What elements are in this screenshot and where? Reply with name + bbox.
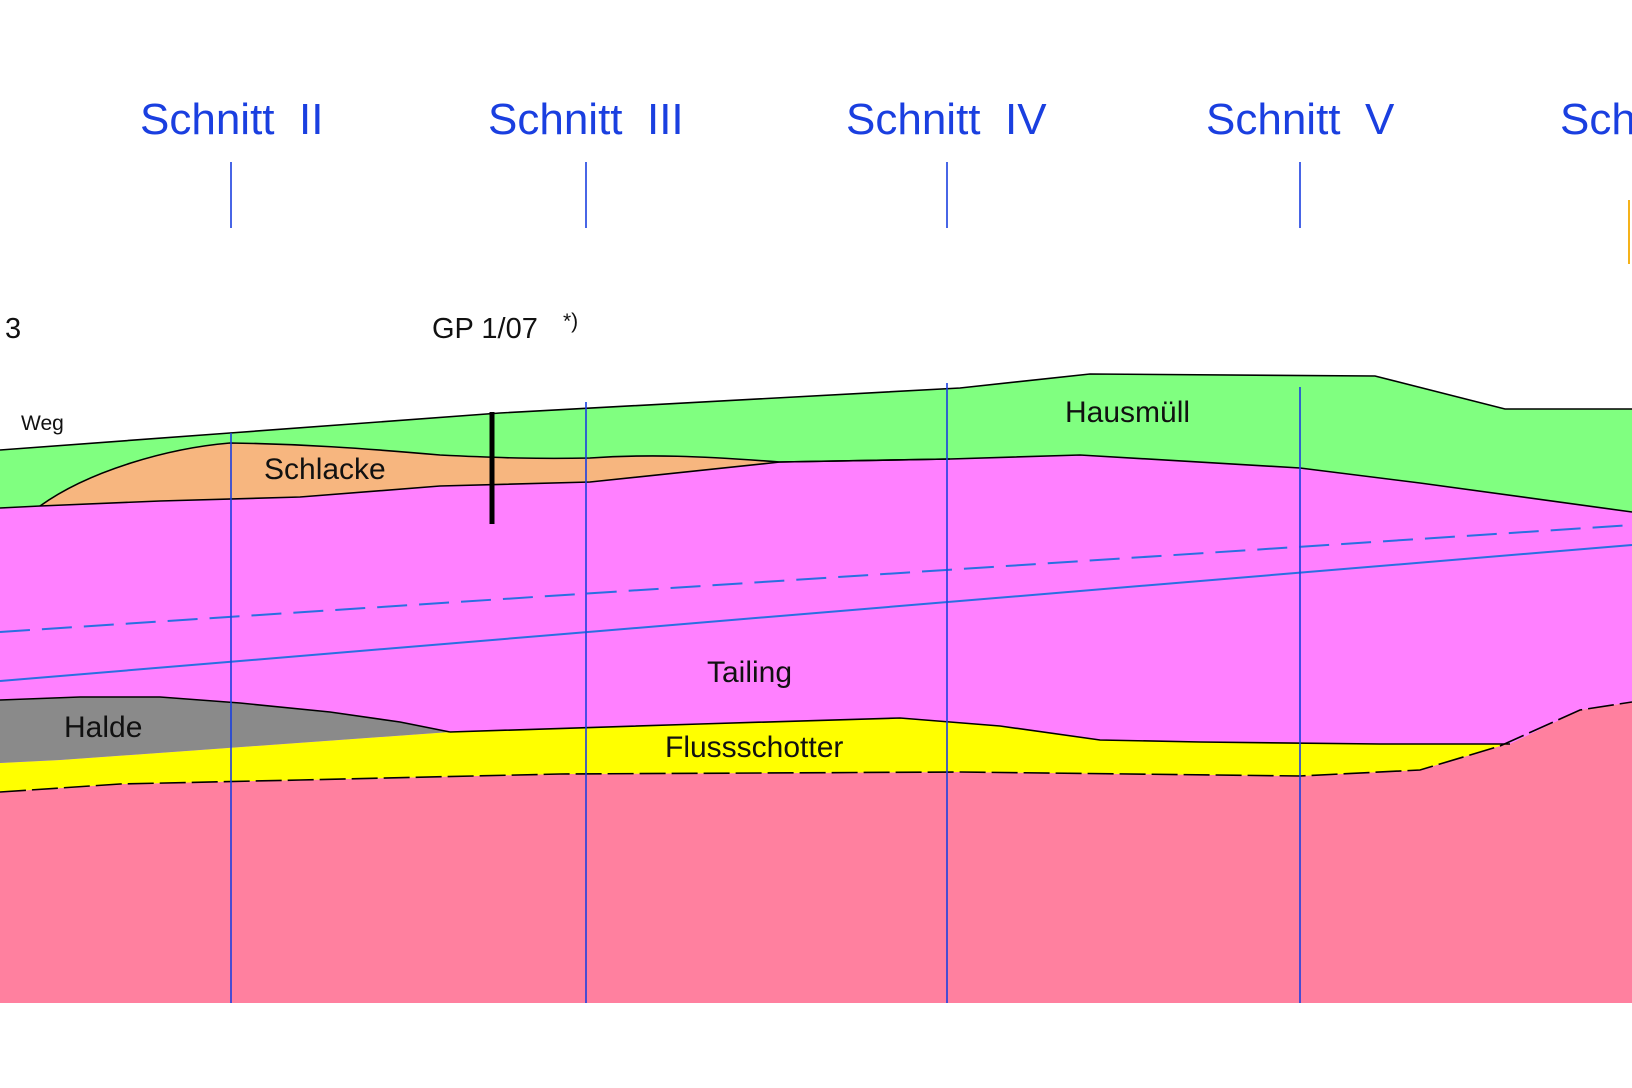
section-lines (230, 162, 1301, 1003)
schlacke-top-line (39, 442, 951, 507)
weg-label: Weg (21, 412, 64, 435)
label-hausmuell: Hausmüll (1065, 396, 1190, 429)
groundwater-lines (0, 524, 1632, 682)
section-title-ii: Schnitt II (140, 95, 323, 144)
flussschotter-top-line (449, 717, 1510, 745)
groundwater-line-dashed (0, 524, 1632, 633)
groundwater-line-solid (0, 544, 1632, 682)
layers (0, 374, 1632, 1003)
bedrock-top-line (0, 701, 1632, 793)
label-schlacke: Schlacke (264, 453, 386, 486)
section-title-v: Schnitt V (1206, 95, 1395, 144)
borehole-note: *) (563, 310, 578, 333)
layer-bedrock (0, 702, 1632, 1003)
label-flussschotter: Flussschotter (665, 731, 843, 764)
layer-hausmuell (0, 374, 1632, 512)
left-edge-fragment: 3 (5, 313, 21, 345)
halde-top-line (0, 696, 451, 733)
tailing-top-line (0, 454, 1632, 513)
layer-boundaries (0, 373, 1632, 793)
label-halde: Halde (64, 711, 142, 744)
section-title-vi-partial: Sch (1560, 95, 1632, 144)
ground-surface-line (0, 373, 1632, 451)
label-tailing: Tailing (707, 656, 792, 689)
section-title-iv: Schnitt IV (846, 95, 1047, 144)
section-title-iii: Schnitt III (488, 95, 684, 144)
layer-tailing (0, 455, 1632, 763)
borehole-label: GP 1/07 (432, 313, 538, 345)
